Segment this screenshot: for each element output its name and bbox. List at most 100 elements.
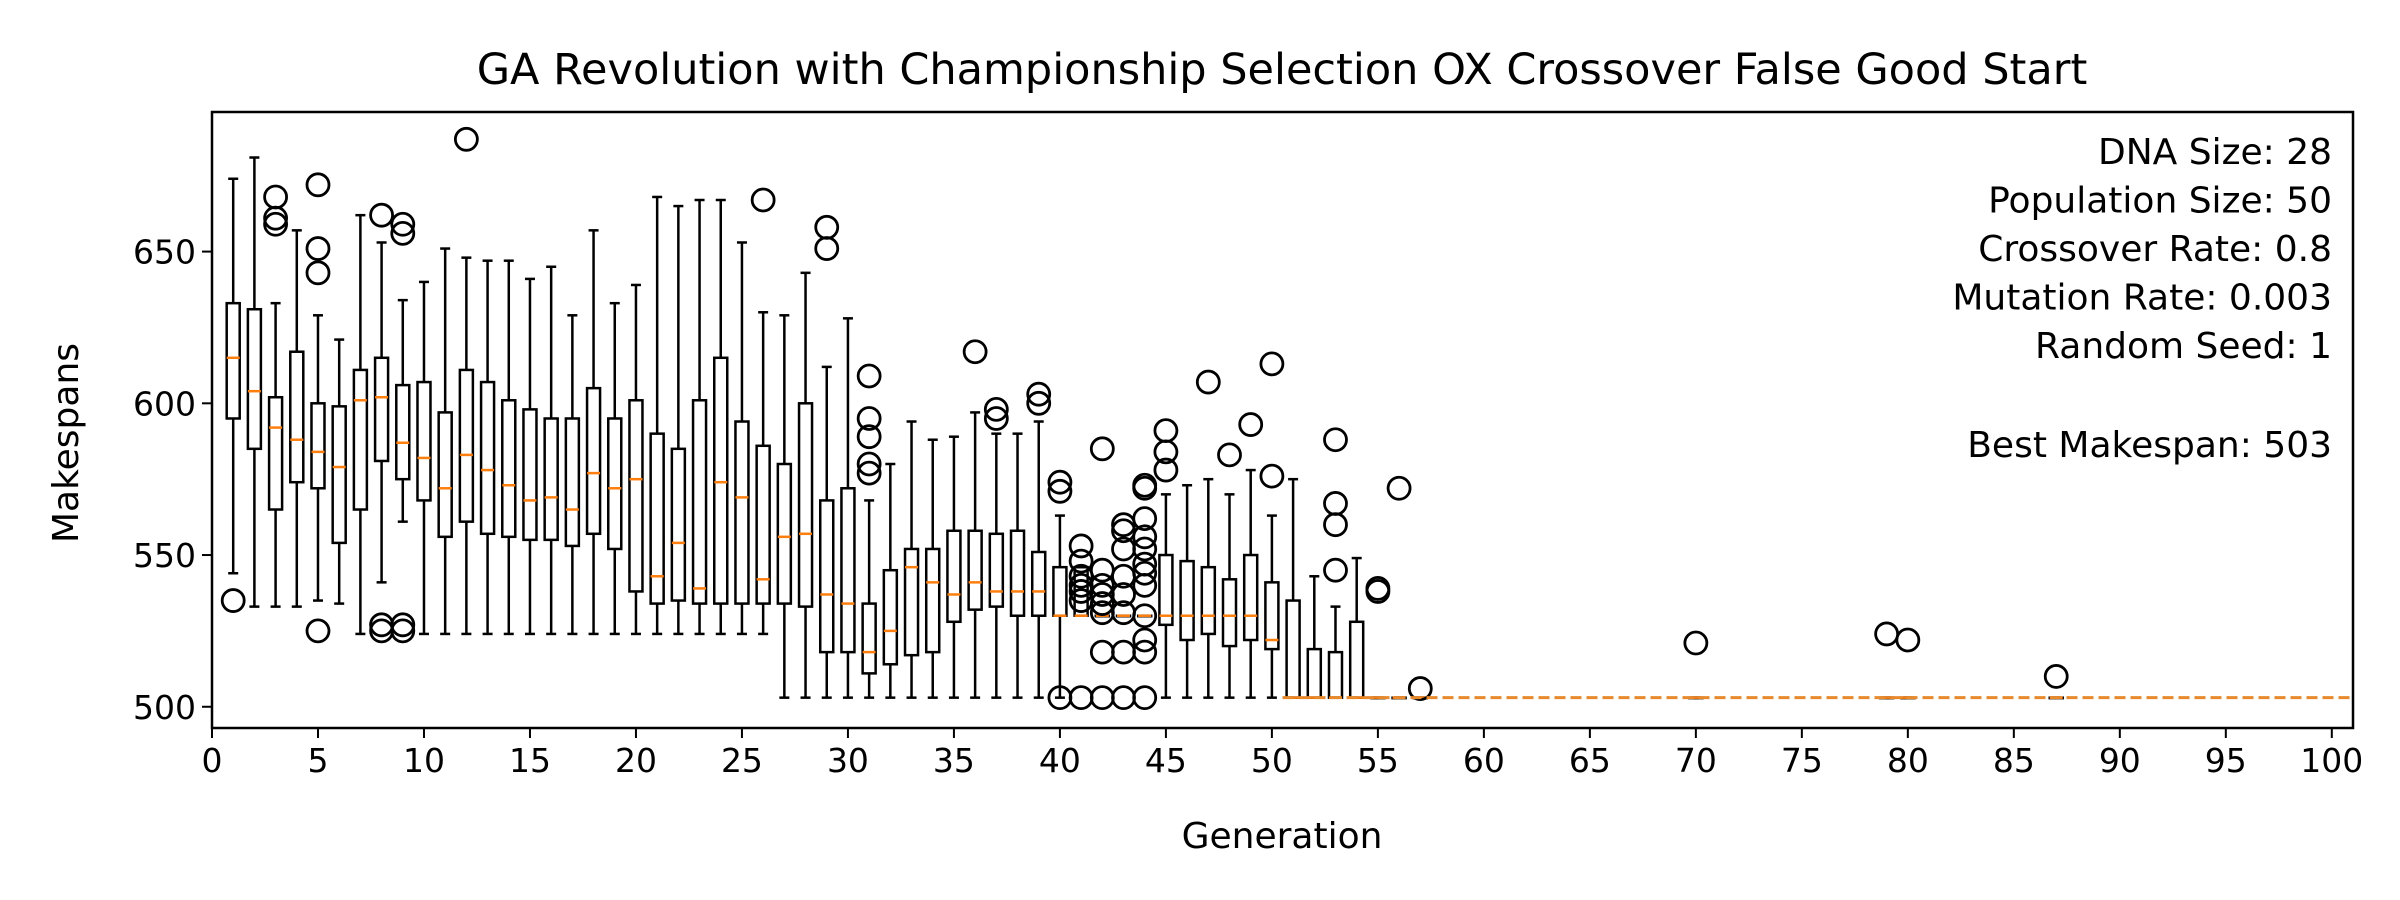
- box-gen-35: [946, 435, 962, 699]
- outlier-point: [983, 396, 1009, 422]
- info-line: Crossover Rate: 0.8: [1978, 229, 2332, 270]
- box-iqr: [225, 301, 241, 420]
- box-gen-50: [1259, 351, 1285, 699]
- outlier-point: [1068, 548, 1094, 574]
- outlier-point: [305, 260, 331, 286]
- box-gen-9: [390, 211, 416, 644]
- outlier-point: [750, 187, 776, 213]
- box-iqr: [776, 462, 793, 605]
- outlier-point: [305, 236, 331, 261]
- box-iqr: [967, 529, 983, 611]
- x-tick-label: 5: [307, 741, 328, 780]
- box-gen-30: [840, 317, 856, 699]
- box-gen-12: [453, 126, 479, 636]
- info-line: DNA Size: 28: [2098, 132, 2332, 173]
- box-gen-14: [501, 259, 517, 636]
- outlier-point: [1132, 475, 1158, 501]
- outlier-point: [390, 211, 416, 237]
- x-tick-label: 50: [1251, 741, 1293, 780]
- outlier-point: [1111, 582, 1136, 607]
- y-tick-label: 550: [133, 536, 196, 575]
- box-iqr: [713, 356, 729, 605]
- outlier-point: [1895, 627, 1921, 653]
- box-iqr: [352, 368, 369, 511]
- info-line: Mutation Rate: 0.003: [1952, 278, 2332, 319]
- box-iqr: [818, 499, 835, 654]
- box-iqr: [734, 420, 750, 605]
- outlier-point: [1132, 572, 1158, 598]
- outlier-point: [856, 451, 882, 477]
- axes-frame: [210, 110, 2355, 730]
- chart-title: GA Revolution with Championship Selectio…: [477, 45, 2088, 95]
- box-iqr: [861, 602, 877, 675]
- box-gen-33: [903, 420, 920, 699]
- box-gen-28: [797, 271, 814, 699]
- box-iqr: [479, 380, 496, 536]
- outlier-point: [1026, 390, 1052, 416]
- y-tick-label: 500: [133, 688, 196, 727]
- box-iqr: [1158, 553, 1174, 627]
- box-iqr: [289, 350, 305, 484]
- box-iqr: [501, 399, 517, 539]
- box-gen-22: [670, 204, 687, 636]
- outlier-point: [856, 460, 882, 486]
- box-gen-19: [607, 301, 623, 636]
- outlier-point: [1132, 627, 1158, 653]
- box-iqr: [649, 432, 665, 605]
- outlier-point: [814, 236, 840, 261]
- box-iqr: [1221, 578, 1238, 648]
- box-iqr: [882, 568, 899, 666]
- outlier-point: [1259, 463, 1285, 489]
- outlier-point: [1323, 427, 1348, 453]
- outlier-point: [1089, 572, 1115, 598]
- box-gen-26: [750, 187, 776, 636]
- box-iqr: [395, 383, 411, 481]
- box-gen-20: [628, 283, 644, 636]
- outlier-point: [305, 618, 331, 644]
- box-gen-46: [1179, 483, 1195, 699]
- box-iqr: [946, 529, 962, 624]
- outlier-point: [1068, 533, 1094, 559]
- outlier-point: [1047, 478, 1073, 504]
- box-gen-29: [814, 214, 840, 699]
- x-tick-label: 25: [721, 741, 763, 780]
- info-annotation: DNA Size: 28 Population Size: 50 Crossover…: [1952, 132, 2332, 466]
- box-iqr: [1179, 559, 1195, 642]
- x-tick-label: 45: [1145, 741, 1187, 780]
- outlier-point: [453, 126, 479, 152]
- outlier-point: [220, 588, 246, 613]
- box-gen-10: [416, 280, 432, 636]
- x-tick-label: 55: [1357, 741, 1399, 780]
- outlier-point: [2043, 664, 2069, 689]
- box-gen-15: [522, 277, 538, 636]
- x-tick-label: 95: [2205, 741, 2247, 780]
- box-gen-36: [962, 339, 988, 699]
- y-axis-label: Makespans: [46, 343, 87, 543]
- box-iqr: [246, 307, 263, 451]
- box-iqr: [1264, 581, 1280, 651]
- y-tick-label: 650: [133, 233, 196, 272]
- box-gen-52: [1306, 575, 1323, 699]
- outlier-point: [1132, 639, 1158, 665]
- outlier-point: [1047, 469, 1073, 495]
- box-gen-44: [1132, 472, 1158, 711]
- outlier-point: [1365, 579, 1391, 604]
- box-gen-3: [263, 184, 288, 608]
- outlier-point: [1132, 603, 1158, 629]
- x-tick-label: 30: [827, 741, 869, 780]
- x-tick-label: 80: [1887, 741, 1929, 780]
- box-iqr: [543, 417, 559, 542]
- box-iqr: [691, 399, 708, 605]
- box-gen-40: [1047, 469, 1073, 711]
- box-iqr: [522, 408, 538, 542]
- x-tick-label: 40: [1039, 741, 1081, 780]
- outlier-point: [1153, 457, 1179, 483]
- box-gen-13: [479, 259, 496, 636]
- box-iqr: [988, 532, 1005, 608]
- box-iqr: [755, 444, 771, 605]
- outlier-point: [1132, 524, 1158, 550]
- box-iqr: [310, 402, 326, 490]
- box-gen-38: [1009, 432, 1026, 699]
- box-iqr: [267, 395, 284, 511]
- box-gen-5: [305, 172, 331, 644]
